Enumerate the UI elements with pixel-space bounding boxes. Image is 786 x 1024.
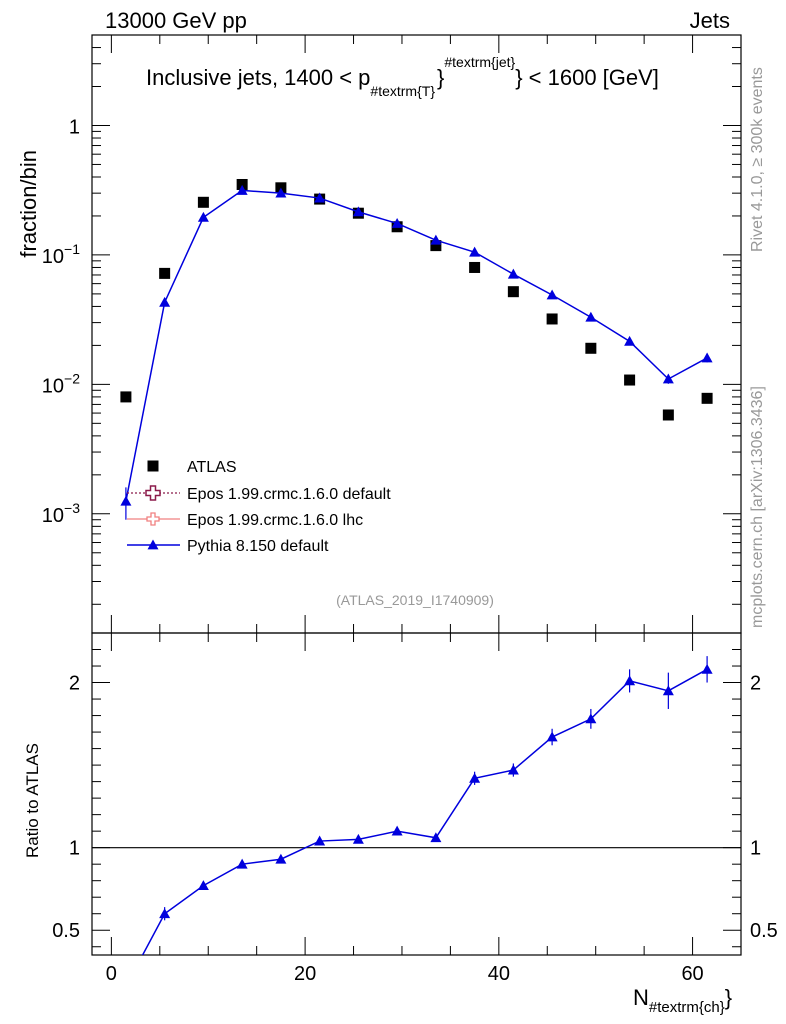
ratio-y-tick-label-right: 0.5 — [750, 920, 778, 942]
atlas-data-point — [430, 240, 442, 252]
atlas-data-point — [236, 178, 248, 190]
title-superscript: #textrm{jet} — [444, 54, 515, 70]
atlas-data-point — [197, 196, 209, 208]
pythia-data-point — [469, 246, 481, 257]
plot-title: Inclusive jets, 1400 < p#textrm{T}}#text… — [146, 54, 659, 99]
y-tick-label: 10−3 — [42, 500, 80, 527]
x-axis-label: N#textrm{ch}} — [633, 985, 732, 1016]
y-axis-label: fraction/bin — [16, 150, 41, 258]
ratio-data-point — [430, 832, 442, 843]
pythia-data-point — [507, 268, 519, 279]
ratio-y-tick-label: 0.5 — [52, 920, 80, 942]
y-tick-label: 10−2 — [42, 370, 80, 397]
pythia-data-point — [159, 296, 171, 307]
y-tick-label: 1 — [69, 116, 80, 138]
ratio-series-group — [120, 656, 713, 991]
atlas-data-point — [701, 392, 713, 404]
legend-label-epos-lhc: Epos 1.99.crmc.1.6.0 lhc — [187, 512, 363, 529]
pythia-data-point — [275, 187, 287, 198]
atlas-data-point — [120, 391, 132, 403]
ratio-data-point — [546, 731, 558, 742]
pythia-data-point — [120, 495, 132, 506]
ratio-axis-ticks: 0 20 40 60 0.5 0.5 1 1 2 2 — [52, 633, 778, 985]
ratio-data-point — [314, 835, 326, 846]
ratio-y-tick-label-right: 2 — [750, 673, 761, 695]
main-axis-ticks: 10−3 10−2 10−1 1 — [42, 34, 741, 633]
atlas-data-point — [469, 261, 481, 273]
atlas-data-point — [546, 313, 558, 325]
legend: ATLAS Epos 1.99.crmc.1.6.0 default Epos 1.… — [127, 459, 391, 555]
x-tick-label: 60 — [681, 963, 703, 985]
pythia-data-point — [352, 206, 364, 217]
pythia-data-point — [701, 352, 713, 363]
ratio-y-tick-label: 1 — [69, 838, 80, 860]
ratio-y-tick-label: 2 — [69, 673, 80, 695]
ratio-data-point — [391, 825, 403, 836]
title-tail: } < 1600 [GeV] — [515, 65, 659, 90]
pythia-line — [125, 189, 708, 502]
y-tick-label: 10−1 — [42, 241, 80, 268]
ratio-data-point — [197, 880, 209, 891]
ratio-data-point — [701, 663, 713, 674]
ratio-pythia-line — [141, 668, 708, 955]
ratio-y-tick-label-right: 1 — [750, 838, 761, 860]
header-category: Jets — [690, 8, 730, 33]
title-main: Inclusive jets, 1400 < p — [146, 65, 370, 90]
atlas-data-point — [159, 267, 171, 279]
legend-atlas-marker — [147, 460, 159, 472]
pythia-data-point — [197, 211, 209, 222]
pythia-data-point — [585, 311, 597, 322]
ratio-data-point — [120, 981, 131, 991]
ratio-plot-series — [120, 656, 713, 991]
legend-label-pythia: Pythia 8.150 default — [187, 538, 329, 555]
analysis-watermark: (ATLAS_2019_I1740909) — [336, 592, 494, 608]
atlas-data-point — [624, 374, 636, 386]
pythia-data-point — [624, 335, 636, 346]
ratio-data-point — [662, 685, 674, 696]
ratio-data-point — [275, 853, 287, 864]
mcplots-reference-label: mcplots.cern.ch [arXiv:1306.3436] — [749, 386, 766, 628]
header-energy: 13000 GeV pp — [105, 8, 247, 33]
ratio-data-point — [236, 858, 248, 869]
ratio-data-point — [624, 675, 636, 686]
x-tick-label: 40 — [488, 963, 510, 985]
ratio-y-axis-label: Ratio to ATLAS — [23, 743, 42, 858]
atlas-data-point — [662, 409, 674, 421]
legend-epos-lhc-marker — [146, 512, 160, 526]
pythia-data-point — [662, 373, 674, 384]
main-plot-series — [120, 178, 713, 520]
ratio-plot-frame — [91, 632, 742, 956]
legend-label-epos-default: Epos 1.99.crmc.1.6.0 default — [187, 486, 391, 503]
x-tick-label: 20 — [294, 963, 316, 985]
ratio-data-point — [507, 764, 519, 775]
ratio-data-point — [585, 713, 597, 724]
pythia-data-point — [314, 192, 326, 203]
ratio-data-point — [352, 833, 364, 844]
title-subscript: #textrm{T} — [370, 83, 435, 99]
pythia-data-point — [430, 234, 442, 245]
atlas-data-point — [507, 286, 519, 298]
pythia-data-point — [546, 289, 558, 300]
ratio-data-point — [159, 908, 171, 919]
atlas-data-point — [585, 342, 597, 354]
legend-pythia-marker — [147, 539, 159, 550]
rivet-version-label: Rivet 4.1.0, ≥ 300k events — [749, 67, 766, 252]
legend-label-atlas: ATLAS — [187, 459, 237, 476]
pythia-data-point — [236, 184, 248, 195]
pythia-data-point — [391, 217, 403, 228]
x-tick-label: 0 — [106, 963, 117, 985]
ratio-data-point — [469, 772, 481, 783]
legend-epos-default-marker — [145, 485, 161, 501]
